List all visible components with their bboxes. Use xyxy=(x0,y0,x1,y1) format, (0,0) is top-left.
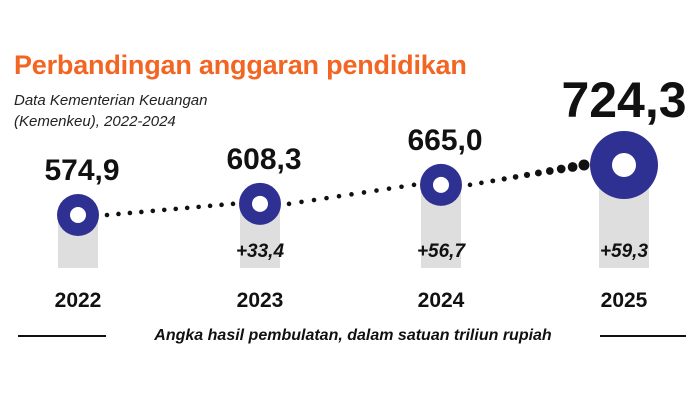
connector-dot xyxy=(567,162,578,172)
connector-dot xyxy=(219,202,224,208)
connector-dot xyxy=(467,182,473,188)
connector-dot xyxy=(386,186,392,191)
connector-dot xyxy=(150,208,156,214)
connector-dot xyxy=(161,207,167,213)
connector-dot xyxy=(479,180,484,186)
x-tick-2025: 2025 xyxy=(601,289,648,312)
connector-dot xyxy=(534,169,542,177)
connector-dot xyxy=(207,203,213,209)
connector-dot xyxy=(349,192,354,197)
subtitle-line-1: Data Kementerian Keuangan xyxy=(14,92,208,109)
connector-dot xyxy=(399,184,404,190)
connector-dot xyxy=(523,171,531,179)
footnote-text: Angka hasil pembulatan, dalam satuan tri… xyxy=(154,327,552,344)
connector-dot xyxy=(556,164,566,174)
data-point-center-2025 xyxy=(612,153,636,177)
chart-subtitle: Data Kementerian Keuangan (Kemenkeu), 20… xyxy=(14,90,207,132)
connector-dot xyxy=(545,167,554,175)
value-label-2022: 574,9 xyxy=(44,154,119,187)
connector-dot xyxy=(490,178,496,184)
connector-dot xyxy=(578,159,590,171)
connector-dot xyxy=(361,190,367,195)
value-label-2023: 608,3 xyxy=(226,143,301,176)
change-label-2024: +56,7 xyxy=(417,241,467,262)
connector-dot xyxy=(336,193,342,199)
connector-dot xyxy=(299,199,304,205)
connector-dot xyxy=(139,209,144,215)
value-label-2024: 665,0 xyxy=(407,124,482,157)
connector-dot xyxy=(230,201,236,207)
connector-dot xyxy=(184,205,190,211)
data-point-center-2023 xyxy=(252,195,268,212)
change-label-2023: +33,4 xyxy=(236,241,285,262)
data-point-center-2024 xyxy=(433,176,449,193)
connector-dot xyxy=(104,212,110,218)
connector-dot xyxy=(374,188,379,193)
connector-dot xyxy=(127,210,133,216)
footnote: Angka hasil pembulatan, dalam satuan tri… xyxy=(0,327,700,345)
connector-dot xyxy=(411,182,417,188)
x-tick-2024: 2024 xyxy=(418,289,465,312)
connector-dot xyxy=(311,197,317,203)
data-point-center-2022 xyxy=(70,207,86,223)
value-label-2025: 724,3 xyxy=(561,72,686,128)
x-tick-2023: 2023 xyxy=(237,289,284,312)
connector-dot xyxy=(196,204,201,210)
x-tick-2022: 2022 xyxy=(55,289,102,312)
connector-dot xyxy=(173,206,179,212)
subtitle-line-2: (Kemenkeu), 2022-2024 xyxy=(14,113,176,130)
connector-dot xyxy=(501,176,507,182)
footnote-rule-right xyxy=(600,335,686,337)
connector-dot xyxy=(116,211,121,217)
change-label-2025: +59,3 xyxy=(600,241,649,262)
connector-dot xyxy=(512,174,519,180)
connector-dot xyxy=(286,201,292,207)
footnote-rule-left xyxy=(18,335,106,337)
connector-dot xyxy=(324,195,329,201)
chart-title: Perbandingan anggaran pendidikan xyxy=(14,50,467,80)
